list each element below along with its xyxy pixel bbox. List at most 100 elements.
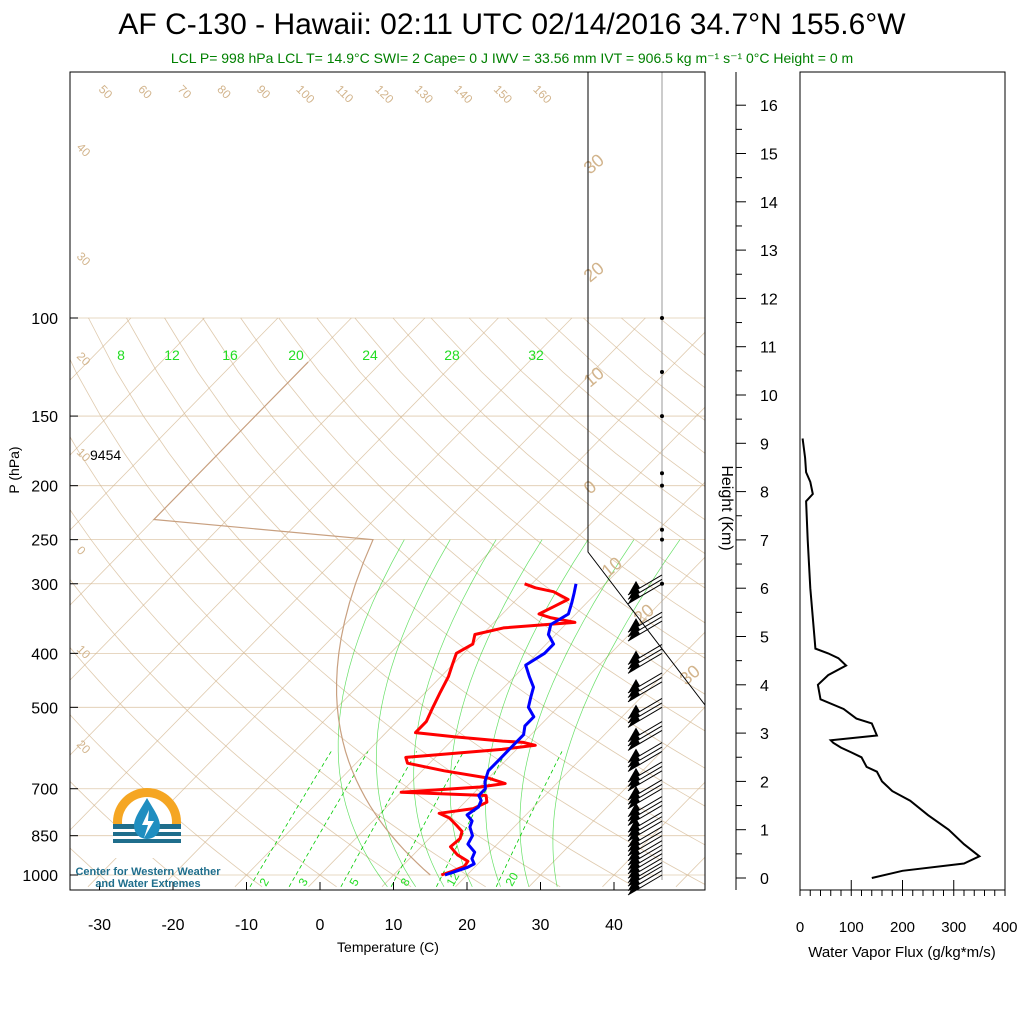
moist-adiabat-line	[485, 539, 589, 887]
wind-barb-flag	[628, 704, 640, 719]
moist-adiabat-line	[337, 539, 405, 888]
y-tick-label: 100	[31, 311, 58, 328]
chart-subtitle: LCL P= 998 hPa LCL T= 14.9°C SWI= 2 Cape…	[170, 50, 854, 66]
y-tick-label: 1000	[22, 868, 58, 885]
y-tick-label: 250	[31, 533, 58, 550]
adiabat-label: 30	[74, 249, 94, 269]
x-tick-label: 10	[385, 917, 403, 934]
mixing-ratio-bottom-label: 20	[502, 870, 521, 889]
mixing-ratio-line	[249, 751, 332, 888]
wind-level-dot	[660, 483, 664, 488]
isotherm-label: 150	[491, 82, 515, 106]
isotherm-line	[602, 781, 705, 888]
isotherm-line	[70, 317, 205, 456]
wind-barb-flag	[628, 818, 640, 833]
height-tick-label: 9	[760, 436, 769, 453]
mixing-ratio-top-label: 16	[222, 347, 238, 363]
dry-adiabat-line	[70, 358, 635, 888]
wind-barb-flag	[628, 767, 640, 782]
wind-barb-flag	[628, 650, 640, 665]
wind-level-dot	[660, 369, 664, 374]
x-tick-label: 30	[532, 917, 550, 934]
isotherm-label: 50	[96, 82, 116, 102]
dry-adiabat-line	[164, 317, 705, 807]
mixing-ratio-top-label: 20	[288, 347, 304, 363]
dry-adiabat-line	[126, 317, 705, 846]
dry-adiabat-line	[354, 317, 705, 624]
mixing-ratio-line	[340, 751, 417, 887]
height-tick-label: 6	[760, 581, 769, 598]
wind-level-dot	[660, 471, 664, 476]
wind-level-dot	[660, 527, 664, 532]
wind-barb-flag	[628, 678, 640, 693]
height-tick-label: 14	[760, 195, 778, 212]
isotherm-line	[70, 317, 573, 831]
height-tick-label: 10	[760, 388, 778, 405]
height-tick-label: 15	[760, 147, 778, 164]
height-tick-label: 1	[760, 823, 769, 840]
height-tick-label: 12	[760, 291, 778, 308]
isotherm-label: 110	[333, 82, 357, 106]
dry-adiabat-line	[392, 317, 705, 589]
isotherm-label: 100	[293, 82, 317, 106]
isotherm-line	[0, 318, 57, 887]
height-tick-label: 16	[760, 98, 778, 115]
isotherm-label: 60	[135, 82, 155, 102]
height-tick-label: 0	[760, 871, 769, 888]
height-tick-label: 7	[760, 533, 769, 550]
height-tick-label: 5	[760, 630, 769, 647]
height-annotation: 9454	[90, 447, 121, 463]
dry-adiabat-line	[278, 317, 705, 695]
mixing-ratio-line	[390, 751, 465, 887]
isotherm-line	[234, 406, 705, 888]
plot-frame	[69, 71, 706, 891]
flux-x-tick-label: 100	[839, 919, 864, 936]
y-tick-label: 500	[31, 700, 58, 717]
height-tick-label: 2	[760, 774, 769, 791]
x-tick-label: -10	[235, 917, 258, 934]
x-tick-label: -30	[88, 917, 111, 934]
right-grid-label: 10	[580, 363, 608, 391]
height-tick-label: 11	[760, 340, 777, 357]
flux-x-tick-label: 0	[796, 919, 804, 936]
y-axis-label: P (hPa)	[6, 446, 22, 493]
wind-barb-flag	[628, 618, 640, 633]
isotherm-line	[528, 706, 705, 888]
isotherm-label: 140	[451, 82, 475, 106]
right-grid-label: 20	[580, 258, 608, 286]
wind-barb-flag	[628, 802, 640, 817]
dry-adiabat-line	[70, 436, 561, 888]
isotherm-label: 90	[254, 82, 274, 102]
flux-frame	[799, 71, 1006, 891]
moist-adiabat-line	[449, 539, 543, 887]
isotherm-line	[381, 556, 705, 888]
logo-text-line2: and Water Extremes	[95, 878, 201, 890]
wind-level-dot	[660, 414, 664, 419]
x-axis-label: Temperature (C)	[337, 939, 439, 955]
isotherm-line	[70, 317, 279, 531]
isotherm-label: 130	[412, 82, 436, 106]
skew-t-chart: 50 60 70 80 90 100 110 120 130 140 150 160403020100…	[0, 71, 706, 955]
dry-adiabat-line	[659, 317, 705, 356]
dewpoint-line	[444, 583, 578, 877]
x-tick-label: 20	[458, 917, 476, 934]
mixing-ratio-bottom-label: 5	[346, 875, 362, 888]
adiabat-label: 0	[74, 543, 89, 558]
isotherm-line	[161, 331, 705, 888]
logo-text-line1: Center for Western Weather	[75, 866, 221, 878]
y-tick-label: 200	[31, 479, 58, 496]
moist-adiabat-line	[413, 539, 497, 887]
x-tick-label: 40	[605, 917, 623, 934]
parcel-path-line	[152, 361, 431, 876]
x-tick-label: 0	[316, 917, 325, 934]
y-tick-label: 150	[31, 409, 58, 426]
logo-caption: Center for Western Weather and Water Ext…	[68, 866, 228, 890]
wind-level-dot	[660, 537, 664, 542]
y-tick-label: 700	[31, 782, 58, 799]
isotherm-line	[87, 317, 646, 888]
isotherm-line	[70, 317, 426, 681]
wind-panel-boundary	[587, 72, 706, 706]
adiabat-label: 20	[74, 349, 94, 369]
mixing-ratio-line	[495, 751, 563, 887]
dry-adiabat-line	[70, 578, 412, 888]
